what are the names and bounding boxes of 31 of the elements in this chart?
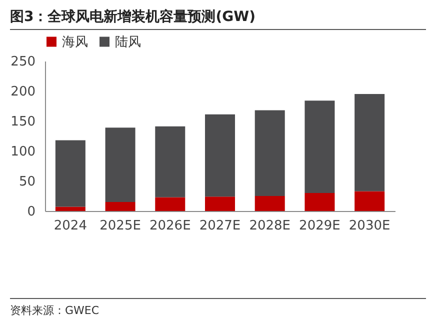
legend-label: 海风 — [62, 34, 88, 50]
text: 资料来源：GWEC — [10, 298, 426, 318]
bar — [354, 94, 385, 192]
x-tick-label: 2030E — [348, 218, 390, 234]
chart-title: 图3：全球风电新增装机容量预测(GW) — [10, 8, 426, 30]
y-tick-label: 250 — [10, 54, 36, 70]
x-tick-label: 2025E — [100, 218, 141, 234]
legend-label: 陆风 — [115, 34, 141, 50]
x-tick-label: 2024 — [54, 218, 87, 234]
x-tick-label: 2028E — [249, 218, 291, 234]
bar — [55, 206, 86, 211]
bar — [254, 110, 285, 196]
y-tick-label: 150 — [10, 114, 36, 130]
y-tick-label: 50 — [18, 174, 36, 190]
y-tick-label: 200 — [10, 84, 36, 100]
bar — [205, 114, 235, 197]
y-tick-label: 100 — [10, 144, 36, 160]
bar — [254, 196, 285, 211]
x-tick-label: 2027E — [199, 218, 241, 234]
bar — [304, 193, 335, 211]
bar — [205, 196, 235, 211]
bar — [55, 140, 86, 207]
bar — [354, 191, 385, 211]
x-tick-label: 2026E — [149, 218, 191, 234]
bar — [105, 202, 136, 211]
bar — [155, 197, 186, 211]
x-tick-label: 2029E — [299, 218, 340, 234]
bar — [155, 126, 186, 198]
y-tick-label: 0 — [27, 204, 36, 220]
bar — [105, 128, 136, 202]
bar — [304, 100, 335, 193]
